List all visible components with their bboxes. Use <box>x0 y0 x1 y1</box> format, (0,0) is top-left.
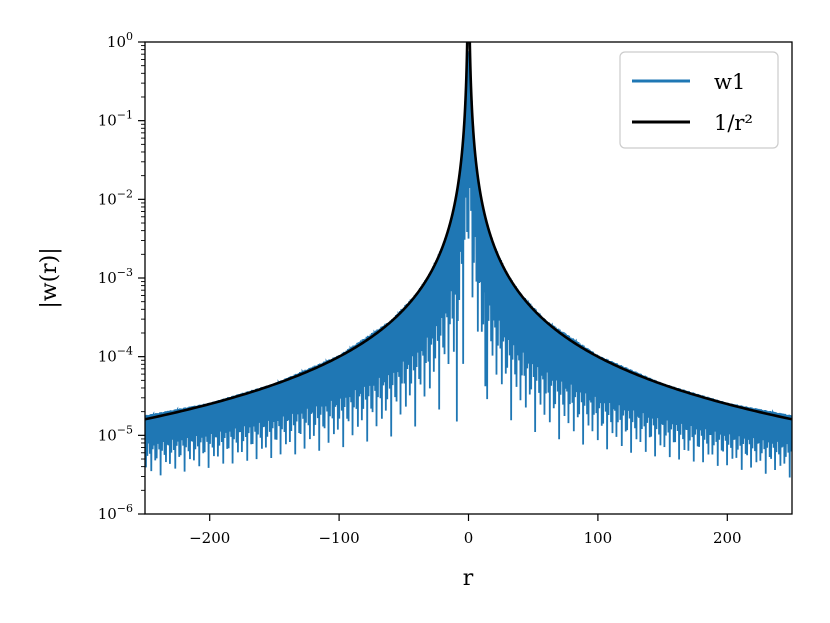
legend-label-w1: w1 <box>714 70 745 94</box>
y-tick-label: 10−6 <box>98 502 133 523</box>
y-tick-label: 10−1 <box>98 109 133 130</box>
y-tick-label: 10−5 <box>98 423 133 444</box>
x-tick-label: 0 <box>464 529 474 547</box>
y-tick-label: 10−3 <box>98 266 133 287</box>
legend-box <box>619 51 779 149</box>
x-tick-label: −100 <box>318 529 359 547</box>
plot-series-layer <box>145 42 792 478</box>
x-axis-ticks: −200 −100 0 100 200 <box>189 514 742 547</box>
legend: w1 1/r² <box>619 51 779 149</box>
series-line-inverse-square-left <box>145 42 469 421</box>
y-tick-label: 10−4 <box>98 345 133 366</box>
series-line-w1 <box>145 51 792 478</box>
x-axis-label: r <box>463 566 474 591</box>
y-axis-ticks: 10−6 10−5 10−4 10−3 10−2 10−1 100 <box>98 30 145 523</box>
x-tick-label: 100 <box>584 529 613 547</box>
y-axis-label: |w(r)| <box>37 247 62 308</box>
y-tick-label: 10−2 <box>98 187 133 208</box>
x-tick-label: 200 <box>713 529 742 547</box>
x-tick-label: −200 <box>189 529 230 547</box>
legend-label-inverse-square: 1/r² <box>714 111 753 135</box>
series-line-inverse-square-right <box>468 42 792 421</box>
y-tick-label: 100 <box>107 30 133 51</box>
